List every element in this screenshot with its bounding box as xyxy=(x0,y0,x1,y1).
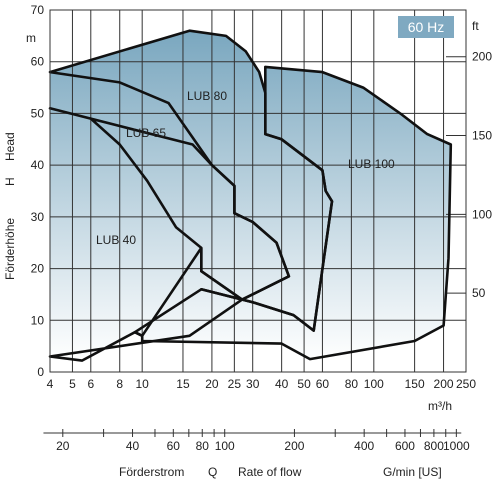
gpm-tick-label: 100 xyxy=(215,439,235,453)
axes xyxy=(43,9,467,437)
frequency-badge-text: 60 Hz xyxy=(408,19,445,35)
y-tick-label: 50 xyxy=(31,106,45,120)
x-tick-label: 15 xyxy=(176,377,190,391)
curve-label-lub-80: LUB 80 xyxy=(187,89,227,103)
x-tick-label: 8 xyxy=(116,377,123,391)
y-tick-label: 40 xyxy=(31,158,45,172)
x-tick-label: 150 xyxy=(405,377,425,391)
y-tick-label: 20 xyxy=(31,262,45,276)
x-axis-symbol: Q xyxy=(208,465,217,479)
curve-outlines xyxy=(48,29,453,362)
x-axis-label-de: Förderstrom xyxy=(119,465,184,479)
gpm-tick-label: 600 xyxy=(395,439,415,453)
y-ft-tick-label: 150 xyxy=(472,129,492,143)
y-ft-tick-label: 50 xyxy=(472,286,486,300)
y-tick-label: 70 xyxy=(31,3,45,17)
x-tick-label: 60 xyxy=(316,377,330,391)
y-tick-label: 60 xyxy=(31,55,45,69)
curve-label-lub-65: LUB 65 xyxy=(126,126,166,140)
x-unit-bottom: G/min [US] xyxy=(383,465,442,479)
curve-label-lub-40: LUB 40 xyxy=(96,233,136,247)
gpm-tick-label: 20 xyxy=(56,439,70,453)
x-tick-label: 40 xyxy=(275,377,289,391)
x-tick-label: 100 xyxy=(364,377,384,391)
y-tick-label: 30 xyxy=(31,210,45,224)
y-axis-label-en: Head xyxy=(3,132,17,161)
y-unit-right: ft xyxy=(472,19,479,33)
tick-labels: 0 10 20 30 40 50 60 70 50 100 150 200 4 5 6 8 10 15 20 25 30… xyxy=(31,3,493,453)
y-axis-symbol: H xyxy=(3,177,17,186)
gpm-tick-label: 400 xyxy=(354,439,374,453)
y-ft-tick-label: 100 xyxy=(472,207,492,221)
y-tick-label: 10 xyxy=(31,313,45,327)
frequency-badge xyxy=(398,16,454,38)
x-tick-label: 80 xyxy=(345,377,359,391)
x-tick-label: 25 xyxy=(228,377,242,391)
y-axis-label-de: Förderhöhe xyxy=(3,218,17,280)
gpm-tick-label: 40 xyxy=(126,439,140,453)
x-tick-label: 4 xyxy=(47,377,54,391)
gpm-tick-label: 1000 xyxy=(443,439,470,453)
x-tick-label: 200 xyxy=(434,377,454,391)
x-tick-label: 50 xyxy=(297,377,311,391)
x-tick-label: 10 xyxy=(135,377,149,391)
y-ft-tick-label: 200 xyxy=(472,50,492,64)
gpm-tick-label: 800 xyxy=(424,439,444,453)
gpm-tick-label: 60 xyxy=(167,439,181,453)
y-unit-left: m xyxy=(26,31,36,45)
x-tick-label: 5 xyxy=(69,377,76,391)
gpm-tick-label: 80 xyxy=(196,439,210,453)
x-unit-top: m³/h xyxy=(428,399,452,413)
x-tick-label: 20 xyxy=(205,377,219,391)
curve-label-lub-100: LUB 100 xyxy=(348,157,395,171)
curve-lub-100 xyxy=(133,65,453,361)
plot-frame xyxy=(49,9,467,373)
x-axis-label-en: Rate of flow xyxy=(238,465,302,479)
y-tick-label: 0 xyxy=(37,365,44,379)
gpm-tick-label: 200 xyxy=(284,439,304,453)
x-tick-label: 6 xyxy=(87,377,94,391)
x-tick-label: 30 xyxy=(246,377,260,391)
x-tick-label: 250 xyxy=(456,377,476,391)
